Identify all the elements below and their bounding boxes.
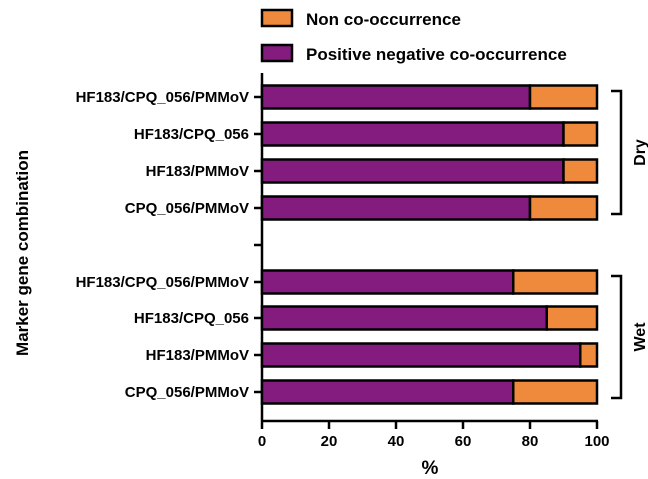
x-tick-label: 0 xyxy=(258,433,266,450)
bar-segment-positive-negative xyxy=(260,158,565,184)
y-axis-title: Marker gene combination xyxy=(13,150,32,356)
group-bracket xyxy=(611,274,623,400)
y-tick-label: HF183/CPQ_056 xyxy=(134,310,249,327)
legend-label-positive-negative: Positive negative co-occurrence xyxy=(306,45,567,64)
bar-segment-non-co-occurrence xyxy=(579,342,599,368)
bar-segment-non-co-occurrence xyxy=(545,305,599,331)
bar-segment-non-co-occurrence xyxy=(528,195,599,221)
legend-swatch-positive-negative xyxy=(260,43,294,63)
y-tick-label: CPQ_056/PMMoV xyxy=(125,384,249,401)
bar-segment-positive-negative xyxy=(260,84,532,110)
y-tick-label: HF183/PMMoV xyxy=(146,347,249,364)
legend-label-non-co-occurrence: Non co-occurrence xyxy=(306,10,461,29)
x-tick-label: 80 xyxy=(522,433,539,450)
group-label: Dry xyxy=(632,139,648,166)
bar-segment-non-co-occurrence xyxy=(562,121,599,147)
x-tick-label: 60 xyxy=(455,433,472,450)
bar-segment-non-co-occurrence xyxy=(562,158,599,184)
bar-segment-non-co-occurrence xyxy=(528,84,599,110)
group-label: Wet xyxy=(632,322,648,352)
y-tick-label: CPQ_056/PMMoV xyxy=(125,200,249,217)
bar-segment-positive-negative xyxy=(260,342,582,368)
x-axis-title: % xyxy=(422,458,439,479)
legend-swatch-non-co-occurrence xyxy=(260,8,294,28)
x-tick-label: 20 xyxy=(321,433,338,450)
bar-segment-positive-negative xyxy=(260,305,548,331)
bar-segment-positive-negative xyxy=(260,195,532,221)
y-tick-label: HF183/CPQ_056/PMMoV xyxy=(76,89,249,106)
group-bracket xyxy=(611,89,623,216)
x-tick-label: 40 xyxy=(388,433,405,450)
bar-segment-positive-negative xyxy=(260,269,515,295)
bar-segment-non-co-occurrence xyxy=(512,269,599,295)
plot-area: 0 20 40 60 80 100 HF183/CPQ_056/PMMoV HF183/CPQ… xyxy=(76,73,648,450)
y-tick-label: HF183/CPQ_056/PMMoV xyxy=(76,274,249,291)
y-tick-label: HF183/PMMoV xyxy=(146,163,249,180)
x-tick-label: 100 xyxy=(584,433,609,450)
bar-segment-non-co-occurrence xyxy=(512,379,599,405)
legend: Non co-occurrence Positive negative co-o… xyxy=(260,8,567,64)
bar-segment-positive-negative xyxy=(260,379,515,405)
bar-segment-positive-negative xyxy=(260,121,565,147)
y-tick-label: HF183/CPQ_056 xyxy=(134,126,249,143)
